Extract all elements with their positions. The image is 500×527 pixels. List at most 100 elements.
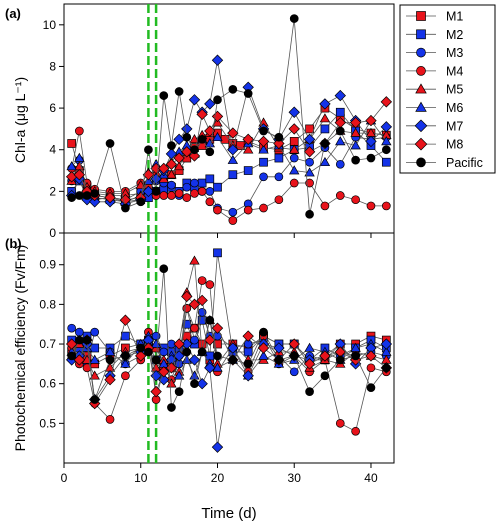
data-point bbox=[182, 182, 192, 192]
legend-marker-m8 bbox=[414, 137, 428, 151]
data-point bbox=[211, 54, 224, 66]
data-point bbox=[205, 315, 215, 325]
data-point bbox=[273, 342, 285, 354]
data-point bbox=[305, 124, 314, 134]
data-point bbox=[67, 139, 77, 148]
data-point bbox=[243, 359, 253, 369]
data-point bbox=[212, 362, 223, 372]
data-point bbox=[173, 370, 185, 380]
data-point bbox=[213, 248, 222, 258]
data-point bbox=[211, 110, 224, 123]
data-point bbox=[205, 280, 215, 289]
data-point bbox=[105, 139, 115, 148]
data-point bbox=[320, 139, 330, 148]
data-point bbox=[136, 343, 146, 353]
data-point bbox=[173, 152, 185, 164]
data-point bbox=[73, 354, 86, 366]
y-tick-label: 0.8 bbox=[39, 297, 56, 311]
data-point bbox=[257, 342, 270, 354]
data-point bbox=[158, 366, 170, 378]
data-point bbox=[366, 383, 376, 393]
data-point bbox=[67, 323, 77, 333]
data-point bbox=[67, 193, 77, 202]
data-point bbox=[213, 351, 222, 361]
x-tick-label: 20 bbox=[211, 471, 225, 485]
data-point bbox=[319, 350, 331, 362]
data-point bbox=[319, 98, 331, 110]
series-line bbox=[71, 339, 387, 448]
data-point bbox=[165, 158, 178, 170]
panel-b-frame bbox=[63, 232, 395, 464]
data-point bbox=[181, 290, 193, 303]
legend-marker-m4 bbox=[416, 66, 426, 76]
data-point bbox=[82, 191, 92, 200]
data-point bbox=[289, 153, 299, 163]
data-point bbox=[211, 441, 224, 453]
series-line bbox=[71, 295, 387, 405]
panel-b-y-axis-label: Photochemical efficiency (Fv/Fm) bbox=[12, 245, 28, 452]
data-point bbox=[351, 155, 360, 165]
data-point bbox=[365, 114, 377, 127]
data-point bbox=[121, 371, 130, 381]
y-tick-label: 4 bbox=[49, 143, 56, 157]
data-point bbox=[288, 123, 300, 135]
data-point bbox=[303, 358, 316, 370]
panel-a-label: (a) bbox=[5, 6, 21, 21]
data-point bbox=[174, 189, 184, 198]
data-point bbox=[274, 132, 284, 142]
data-point bbox=[243, 166, 253, 175]
data-point bbox=[228, 216, 238, 225]
series-line bbox=[71, 101, 387, 201]
data-point bbox=[288, 106, 300, 118]
data-point bbox=[182, 347, 192, 357]
series-line bbox=[71, 252, 387, 361]
data-point bbox=[274, 172, 284, 182]
data-point bbox=[197, 347, 207, 357]
data-point bbox=[188, 150, 201, 162]
legend-marker-m7 bbox=[414, 119, 428, 133]
data-point bbox=[74, 152, 85, 162]
data-point bbox=[197, 276, 207, 285]
legend-marker-m1 bbox=[416, 11, 426, 21]
data-point bbox=[136, 197, 146, 207]
data-point bbox=[350, 342, 361, 352]
data-point bbox=[305, 157, 314, 167]
data-point bbox=[90, 327, 100, 337]
data-point bbox=[304, 342, 315, 352]
legend-marker-pacific bbox=[416, 157, 426, 168]
y-tick-label: 10 bbox=[43, 18, 57, 32]
data-point bbox=[197, 134, 207, 144]
series-line bbox=[71, 268, 387, 410]
legend-label-m5: M5 bbox=[446, 83, 463, 97]
data-point bbox=[289, 137, 299, 146]
data-point bbox=[188, 298, 201, 311]
data-point bbox=[105, 355, 115, 365]
data-point bbox=[190, 379, 199, 389]
data-point bbox=[213, 182, 222, 192]
data-point bbox=[242, 330, 254, 342]
data-point bbox=[380, 338, 393, 350]
data-point bbox=[320, 124, 330, 134]
legend-label-m1: M1 bbox=[446, 10, 463, 24]
data-point bbox=[205, 174, 215, 184]
data-point bbox=[335, 126, 345, 136]
data-point bbox=[213, 95, 222, 105]
data-point bbox=[144, 347, 153, 357]
data-point bbox=[351, 195, 360, 205]
data-point bbox=[204, 334, 216, 346]
data-point bbox=[204, 138, 216, 148]
x-tick-label: 30 bbox=[288, 471, 302, 485]
data-point bbox=[151, 187, 161, 196]
data-point bbox=[351, 426, 360, 436]
data-point bbox=[350, 127, 361, 137]
series-pacific bbox=[67, 264, 391, 412]
data-point bbox=[151, 355, 161, 365]
x-axis-ticks: 0 10 20 30 40 bbox=[61, 233, 378, 485]
data-point bbox=[197, 187, 207, 196]
y-tick-label: 2 bbox=[49, 184, 56, 198]
data-point bbox=[73, 169, 86, 181]
y-tick-label: 0.6 bbox=[39, 377, 56, 391]
data-point bbox=[190, 145, 199, 155]
data-point bbox=[228, 170, 238, 180]
legend-label-m4: M4 bbox=[446, 64, 463, 78]
